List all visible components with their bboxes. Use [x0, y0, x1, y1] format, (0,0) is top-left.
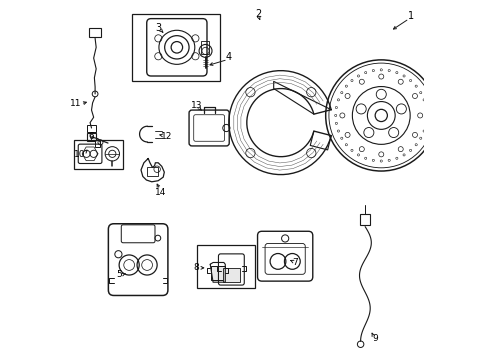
Bar [132, 14, 220, 81]
Bar [360, 214, 370, 225]
Bar [87, 125, 96, 132]
Bar [147, 167, 158, 176]
Bar [223, 267, 240, 282]
Text: 7: 7 [293, 258, 298, 267]
Text: 1: 1 [408, 11, 414, 21]
Bar [87, 134, 96, 140]
Text: 10: 10 [74, 150, 86, 159]
Text: 6: 6 [89, 132, 95, 141]
Bar [89, 28, 101, 37]
Text: 4: 4 [226, 52, 232, 62]
Text: 2: 2 [255, 9, 262, 19]
Text: 3: 3 [155, 23, 161, 33]
Text: 14: 14 [155, 188, 167, 197]
Text: 13: 13 [191, 101, 202, 110]
Text: 5: 5 [116, 270, 122, 279]
Text: 9: 9 [372, 334, 378, 343]
Bar [74, 140, 123, 169]
Text: 12: 12 [161, 132, 172, 141]
Text: 11: 11 [70, 99, 81, 108]
Bar [196, 245, 255, 288]
Bar [95, 140, 100, 147]
Bar [201, 41, 209, 54]
Bar [211, 266, 225, 280]
Text: 8: 8 [194, 264, 199, 273]
